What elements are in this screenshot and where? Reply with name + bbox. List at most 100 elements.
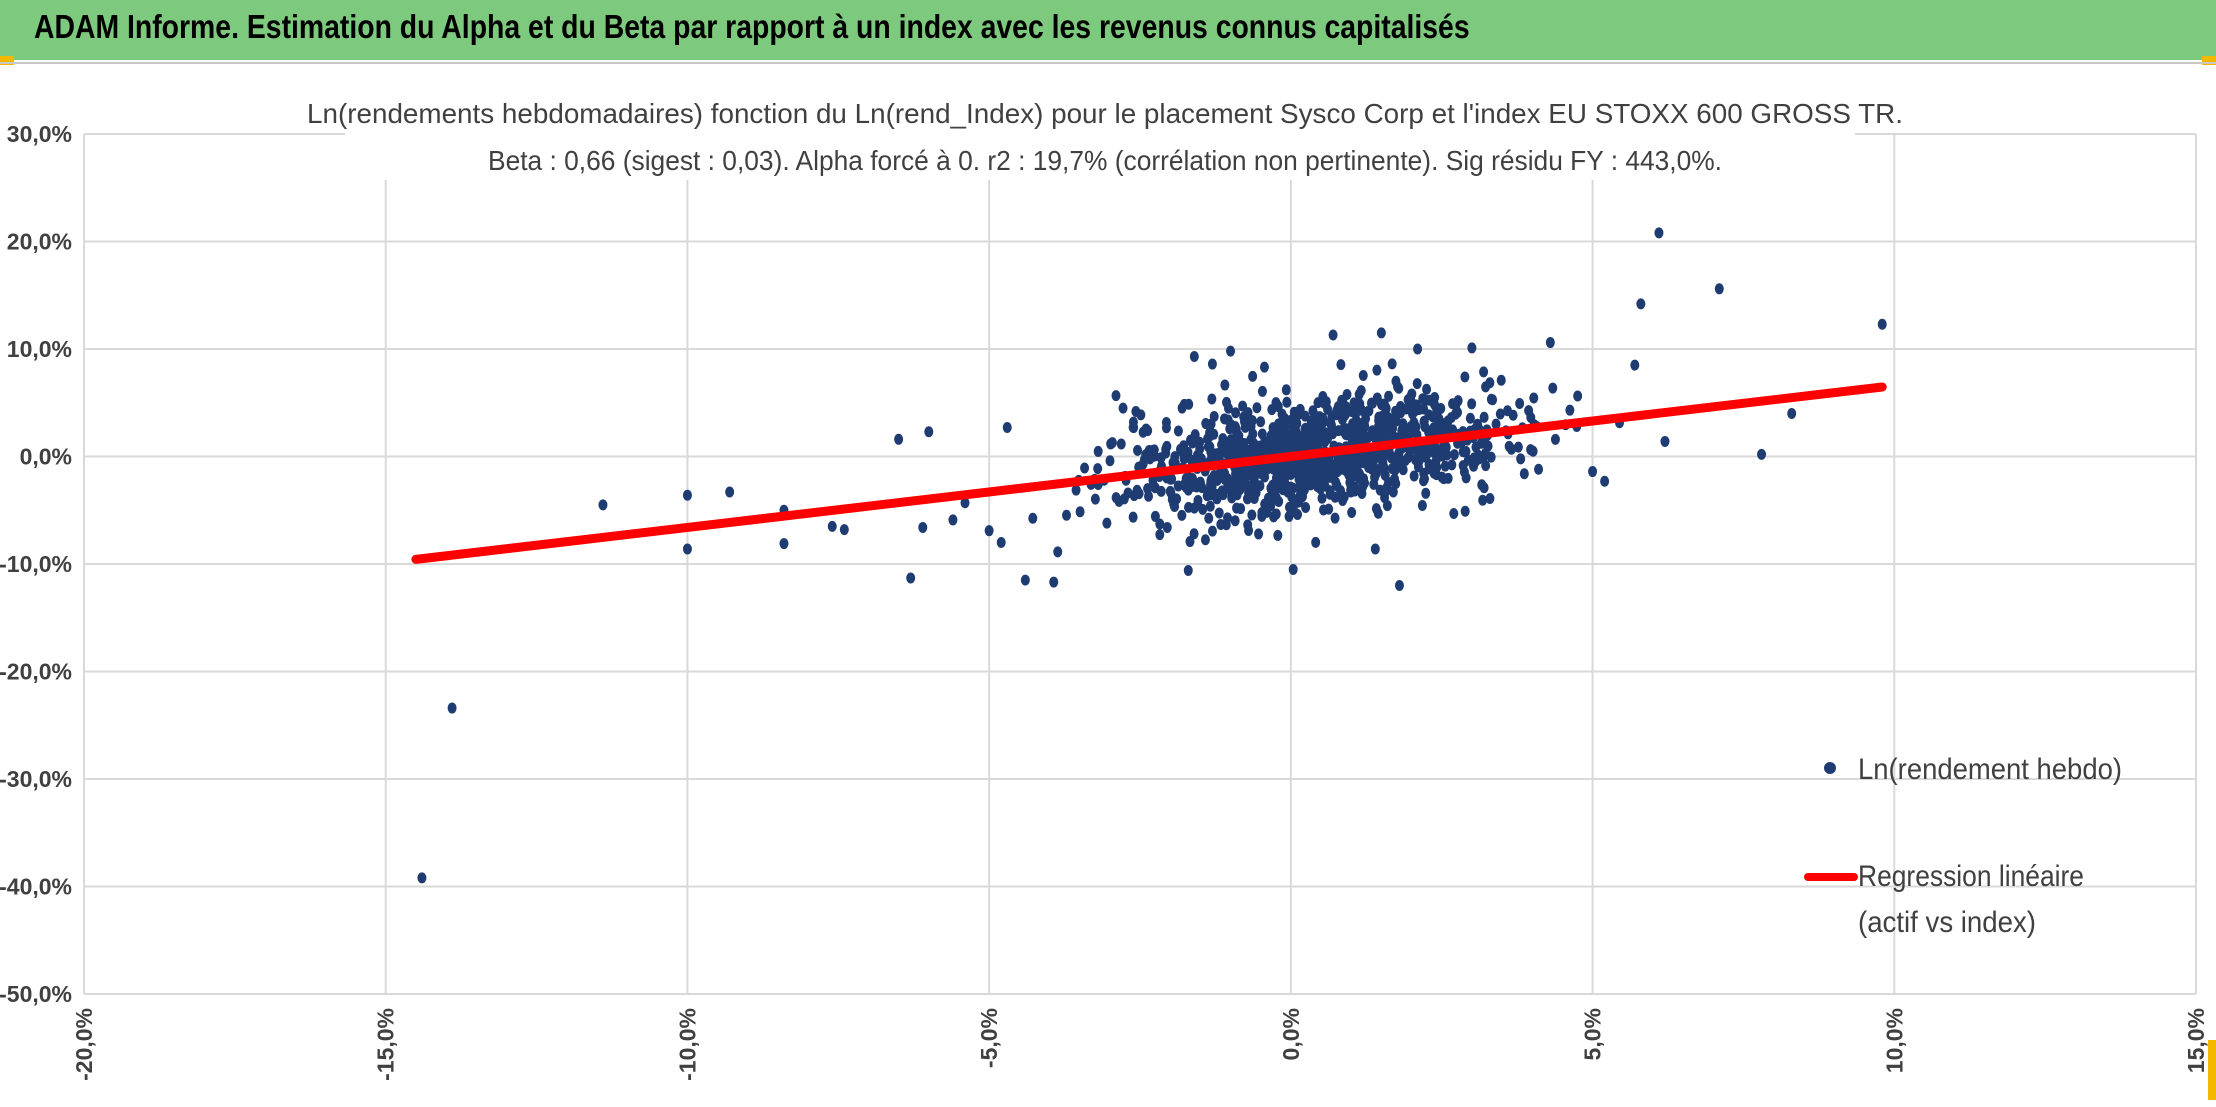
data-point: [1380, 469, 1390, 481]
data-point: [1480, 447, 1490, 459]
grid-lines: [83, 133, 2197, 995]
data-point: [918, 521, 928, 533]
data-point: [1337, 414, 1347, 426]
data-point: [417, 872, 427, 884]
data-point: [1448, 398, 1458, 410]
data-point: [1268, 463, 1278, 475]
data-point: [1138, 426, 1148, 438]
data-point: [1600, 475, 1610, 487]
data-point: [1197, 482, 1207, 494]
data-point: [1173, 425, 1183, 437]
data-point: [1545, 337, 1555, 349]
data-point: [1227, 492, 1237, 504]
data-point: [1293, 508, 1303, 520]
data-point: [1417, 499, 1427, 511]
data-point: [1093, 445, 1103, 457]
data-point: [1295, 403, 1305, 415]
data-point: [1002, 421, 1012, 433]
data-point: [1354, 418, 1364, 430]
data-point: [1222, 448, 1232, 460]
data-point: [1342, 389, 1352, 401]
data-point: [1075, 506, 1085, 518]
data-point: [1222, 396, 1232, 408]
data-point: [1436, 402, 1446, 414]
y-tick-label: 10,0%: [7, 336, 72, 362]
y-tick-label: 20,0%: [7, 229, 72, 255]
data-point: [984, 525, 994, 537]
data-point: [1405, 397, 1415, 409]
data-point: [1328, 329, 1338, 341]
title-background: [345, 92, 1855, 180]
data-point: [1111, 390, 1121, 402]
data-point: [1049, 576, 1059, 588]
data-point: [1220, 379, 1230, 391]
data-point: [1279, 436, 1289, 448]
data-point: [1471, 441, 1481, 453]
data-point: [1287, 440, 1297, 452]
data-point: [1223, 414, 1233, 426]
data-point: [682, 543, 692, 555]
chart-area: [0, 62, 2216, 1107]
data-point: [1317, 492, 1327, 504]
data-point: [1449, 449, 1459, 461]
data-point: [1370, 543, 1380, 555]
data-point: [1419, 403, 1429, 415]
data-point: [1161, 422, 1171, 434]
data-point: [1394, 580, 1404, 591]
data-point: [1432, 421, 1442, 433]
data-point: [1491, 418, 1501, 430]
data-point: [1327, 420, 1337, 432]
data-point: [1255, 444, 1265, 456]
data-point: [1412, 378, 1422, 390]
data-point: [996, 537, 1006, 548]
data-point: [1273, 529, 1283, 541]
data-point: [1311, 536, 1321, 548]
data-point: [1474, 453, 1484, 465]
y-tick-label: -20,0%: [0, 659, 72, 685]
data-point: [1372, 427, 1382, 439]
data-point: [1787, 408, 1797, 419]
data-point: [1162, 521, 1172, 533]
data-point: [1128, 511, 1138, 523]
data-point: [1028, 512, 1038, 524]
data-point: [1443, 472, 1453, 484]
data-point: [1150, 450, 1160, 462]
data-point: [1209, 428, 1219, 440]
data-point: [1249, 475, 1259, 487]
data-point: [1185, 434, 1195, 446]
data-point: [1239, 416, 1249, 428]
data-point: [1422, 383, 1432, 395]
legend-point-marker: [1824, 762, 1836, 774]
chart-title: Ln(rendements hebdomadaires) fonction du…: [307, 92, 1903, 180]
data-point: [1347, 507, 1357, 519]
data-point: [1200, 534, 1210, 546]
data-point: [1284, 510, 1294, 522]
data-point: [1458, 446, 1468, 458]
data-point: [1133, 444, 1143, 456]
data-point: [1093, 463, 1103, 475]
data-point: [1394, 382, 1404, 394]
data-point: [1654, 227, 1664, 239]
data-point: [1257, 385, 1267, 397]
corner-accent-right: [2202, 56, 2216, 65]
data-point: [1245, 487, 1255, 499]
data-point: [598, 499, 608, 511]
data-point: [1481, 381, 1491, 393]
data-point: [1358, 369, 1368, 381]
x-tick-label: 15,0%: [2183, 1008, 2209, 1073]
data-point: [1259, 361, 1269, 373]
data-point: [1506, 443, 1516, 455]
corner-accent-left: [0, 56, 14, 65]
data-point: [1529, 392, 1539, 404]
data-point: [1217, 439, 1227, 451]
data-point: [1319, 504, 1329, 516]
report-title: ADAM Informe. Estimation du Alpha et du …: [34, 8, 1470, 45]
data-point: [1389, 473, 1399, 485]
data-point: [1214, 507, 1224, 519]
data-point: [1150, 482, 1160, 494]
data-point: [1141, 449, 1151, 461]
data-point: [1460, 371, 1470, 383]
data-point: [1319, 458, 1329, 470]
data-point: [1280, 480, 1290, 492]
